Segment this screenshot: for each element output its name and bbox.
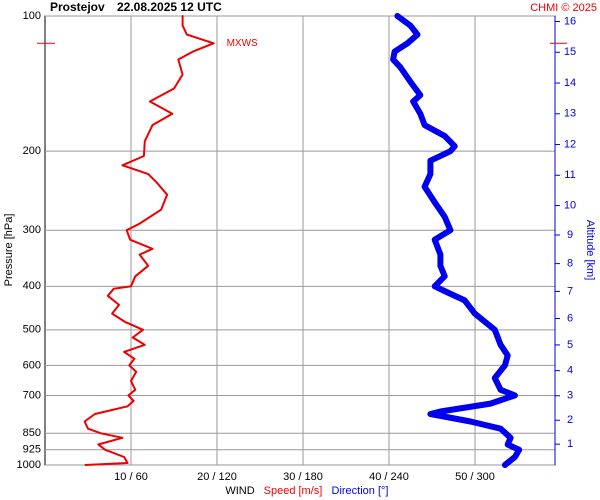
y-tick-label: 400 bbox=[23, 280, 41, 292]
y2-axis-label: Altitude [km] bbox=[584, 220, 596, 281]
y-tick-label: 850 bbox=[23, 427, 41, 439]
y2-tick-label: 14 bbox=[564, 77, 576, 89]
x-tick-label: 30 / 180 bbox=[283, 471, 323, 483]
y-tick-label: 700 bbox=[23, 389, 41, 401]
credit: CHMI © 2025 bbox=[530, 2, 597, 14]
y2-tick-label: 12 bbox=[564, 138, 576, 150]
y2-tick-label: 13 bbox=[564, 108, 576, 120]
y-tick-label: 300 bbox=[23, 224, 41, 236]
y2-tick-label: 2 bbox=[567, 414, 573, 426]
y2-tick-label: 16 bbox=[564, 15, 576, 27]
y2-tick-label: 1 bbox=[567, 438, 573, 450]
legend-item: Speed [m/s] bbox=[264, 485, 323, 497]
y2-tick-label: 10 bbox=[564, 199, 576, 211]
speed-line bbox=[83, 15, 215, 466]
x-axis-label: WIND bbox=[225, 485, 254, 497]
y2-tick-label: 7 bbox=[567, 285, 573, 297]
y2-tick-label: 5 bbox=[567, 339, 573, 351]
y2-tick-label: 4 bbox=[567, 365, 573, 377]
x-tick-label: 50 / 300 bbox=[455, 471, 495, 483]
annotation: MXWS bbox=[227, 38, 258, 49]
y-tick-label: 925 bbox=[23, 444, 41, 456]
x-tick-label: 20 / 120 bbox=[197, 471, 237, 483]
y-tick-label: 200 bbox=[23, 145, 41, 157]
direction-line bbox=[390, 13, 523, 468]
y2-tick-label: 6 bbox=[567, 312, 573, 324]
y-tick-label: 1000 bbox=[17, 459, 41, 471]
y-tick-label: 600 bbox=[23, 359, 41, 371]
y-tick-label: 500 bbox=[23, 324, 41, 336]
chart-subtitle: 22.08.2025 12 UTC bbox=[117, 0, 222, 14]
chart-title: Prostejov bbox=[50, 0, 105, 14]
y-axis-label: Pressure [hPa] bbox=[3, 214, 15, 287]
x-tick-label: 10 / 60 bbox=[114, 471, 148, 483]
y2-tick-label: 8 bbox=[567, 258, 573, 270]
y2-tick-label: 9 bbox=[567, 229, 573, 241]
y2-tick-label: 11 bbox=[564, 169, 575, 181]
y-tick-label: 100 bbox=[23, 10, 41, 22]
y2-tick-label: 15 bbox=[564, 46, 576, 58]
x-tick-label: 40 / 240 bbox=[369, 471, 409, 483]
y2-tick-label: 3 bbox=[567, 390, 573, 402]
legend-item: Direction [°] bbox=[332, 485, 389, 497]
